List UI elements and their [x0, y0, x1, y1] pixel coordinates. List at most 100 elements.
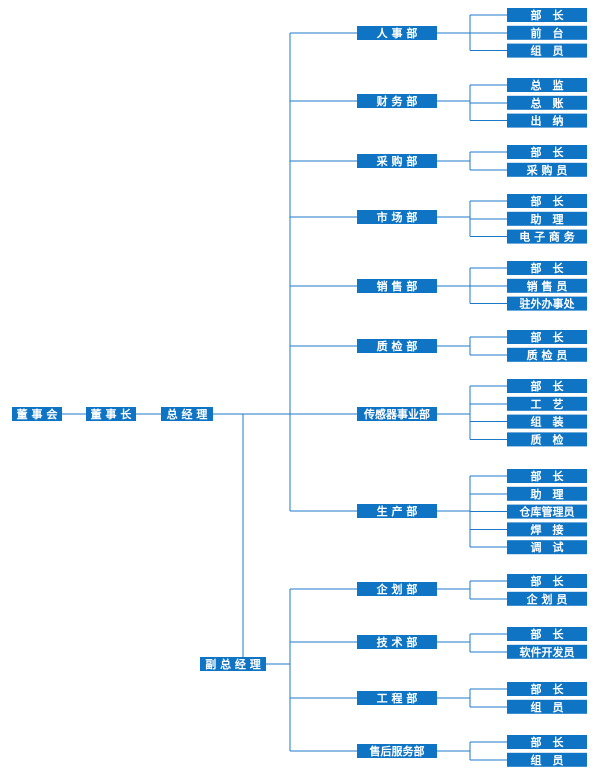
member-node: 焊 接	[507, 522, 587, 537]
member-node-box	[507, 522, 587, 537]
root-node-0-label: 董 事 会	[17, 407, 59, 421]
department-node-label: 质 检 部	[377, 339, 418, 353]
member-node: 工 艺	[507, 396, 587, 411]
member-node-box	[507, 504, 587, 519]
member-node: 总 账	[507, 95, 587, 110]
member-node-label: 部 长	[531, 330, 565, 344]
member-node: 质 检	[507, 432, 587, 447]
member-node-label: 企 划 员	[526, 592, 568, 606]
member-node-box	[507, 396, 587, 411]
member-node: 质 检 员	[507, 347, 587, 362]
member-node-box	[507, 113, 587, 128]
member-node-label: 部 长	[531, 8, 565, 22]
member-node: 软件开发员	[507, 644, 587, 659]
member-node: 部 长	[507, 574, 587, 588]
member-node: 组 员	[507, 699, 587, 714]
member-node-label: 总 账	[531, 96, 564, 110]
member-node-box	[507, 469, 587, 483]
member-node-label: 工 艺	[531, 397, 564, 411]
member-node: 组 员	[507, 43, 587, 58]
member-node-label: 组 装	[531, 415, 564, 429]
department-node-box	[357, 635, 437, 649]
member-node-box	[507, 162, 587, 177]
vice-manager-node: 副 总 经 理	[200, 657, 266, 671]
member-node: 电 子 商 务	[507, 229, 587, 244]
member-node: 助 理	[507, 211, 587, 226]
member-node-box	[507, 540, 587, 555]
member-node: 部 长	[507, 8, 587, 22]
root-node-2-label: 总 经 理	[167, 407, 208, 421]
member-node-label: 部 长	[531, 627, 565, 641]
member-node-label: 助 理	[531, 212, 564, 226]
member-node-label: 组 员	[531, 753, 564, 767]
member-node: 部 长	[507, 379, 587, 393]
department-node: 采 购 部	[357, 154, 437, 168]
member-node-box	[507, 379, 587, 393]
member-node-box	[507, 699, 587, 714]
member-node: 仓库管理员	[507, 505, 587, 519]
department-node-label: 生 产 部	[377, 504, 418, 518]
member-node: 部 长	[507, 145, 587, 159]
member-node: 部 长	[507, 194, 587, 208]
member-node-label: 质 检	[531, 432, 564, 446]
member-node-label: 前 台	[531, 26, 564, 40]
member-node: 总 监	[507, 78, 587, 92]
member-node: 驻外办事处	[507, 296, 587, 311]
department-node: 市 场 部	[357, 210, 437, 224]
department-node-label: 企 划 部	[376, 582, 418, 596]
member-node-label: 部 长	[531, 574, 565, 588]
department-node-label: 采 购 部	[376, 154, 418, 168]
department-node: 企 划 部	[357, 582, 437, 596]
member-node-label: 质 检 员	[527, 348, 568, 362]
member-node-box	[507, 627, 587, 641]
member-node-box	[507, 591, 587, 606]
department-node-label: 市 场 部	[377, 210, 418, 224]
member-node-label: 部 长	[531, 194, 565, 208]
member-node-label: 部 长	[531, 145, 565, 159]
member-node: 销 售 员	[507, 278, 587, 293]
root-node-2: 总 经 理	[161, 407, 213, 421]
member-node: 组 员	[507, 752, 587, 767]
department-node-label: 技 术 部	[377, 635, 418, 649]
member-node-box	[507, 278, 587, 293]
vice-manager-node-box	[200, 657, 266, 671]
member-node-box	[507, 211, 587, 226]
member-node: 企 划 员	[507, 591, 587, 606]
department-node: 人 事 部	[357, 26, 437, 40]
member-node: 组 装	[507, 414, 587, 429]
member-node-label: 部 长	[531, 379, 565, 393]
member-node-label: 销 售 员	[527, 279, 568, 293]
department-node-box	[357, 210, 437, 224]
department-node-label: 财 务 部	[376, 94, 418, 108]
member-node: 出 纳	[507, 113, 587, 128]
department-node-label: 销 售 部	[377, 279, 418, 293]
member-node-box	[507, 78, 587, 92]
member-node-box	[507, 95, 587, 110]
member-node-box	[507, 296, 587, 311]
member-node-label: 调 试	[531, 540, 564, 554]
member-node-box	[507, 735, 587, 749]
member-node-label: 部 长	[531, 469, 565, 483]
member-node-box	[507, 752, 587, 767]
root-node-1-box	[86, 407, 136, 421]
member-node-label: 软件开发员	[520, 645, 575, 659]
department-node-label: 售后服务部	[369, 744, 425, 758]
department-node: 技 术 部	[357, 635, 437, 649]
root-node-0: 董 事 会	[12, 407, 62, 421]
department-node-box	[357, 26, 437, 40]
department-node: 售后服务部	[357, 744, 437, 758]
department-node-box	[357, 279, 437, 293]
department-node-box	[357, 504, 437, 518]
member-node-box	[507, 644, 587, 659]
member-node: 部 长	[507, 469, 587, 483]
member-node: 部 长	[507, 735, 587, 749]
member-node-label: 助 理	[531, 487, 564, 501]
member-node-box	[507, 261, 587, 275]
member-node-box	[507, 432, 587, 447]
member-node-label: 部 长	[531, 682, 565, 696]
member-node: 部 长	[507, 682, 587, 696]
member-node-label: 驻外办事处	[520, 297, 576, 311]
root-node-2-box	[161, 407, 213, 421]
member-node-label: 组 员	[531, 44, 564, 58]
